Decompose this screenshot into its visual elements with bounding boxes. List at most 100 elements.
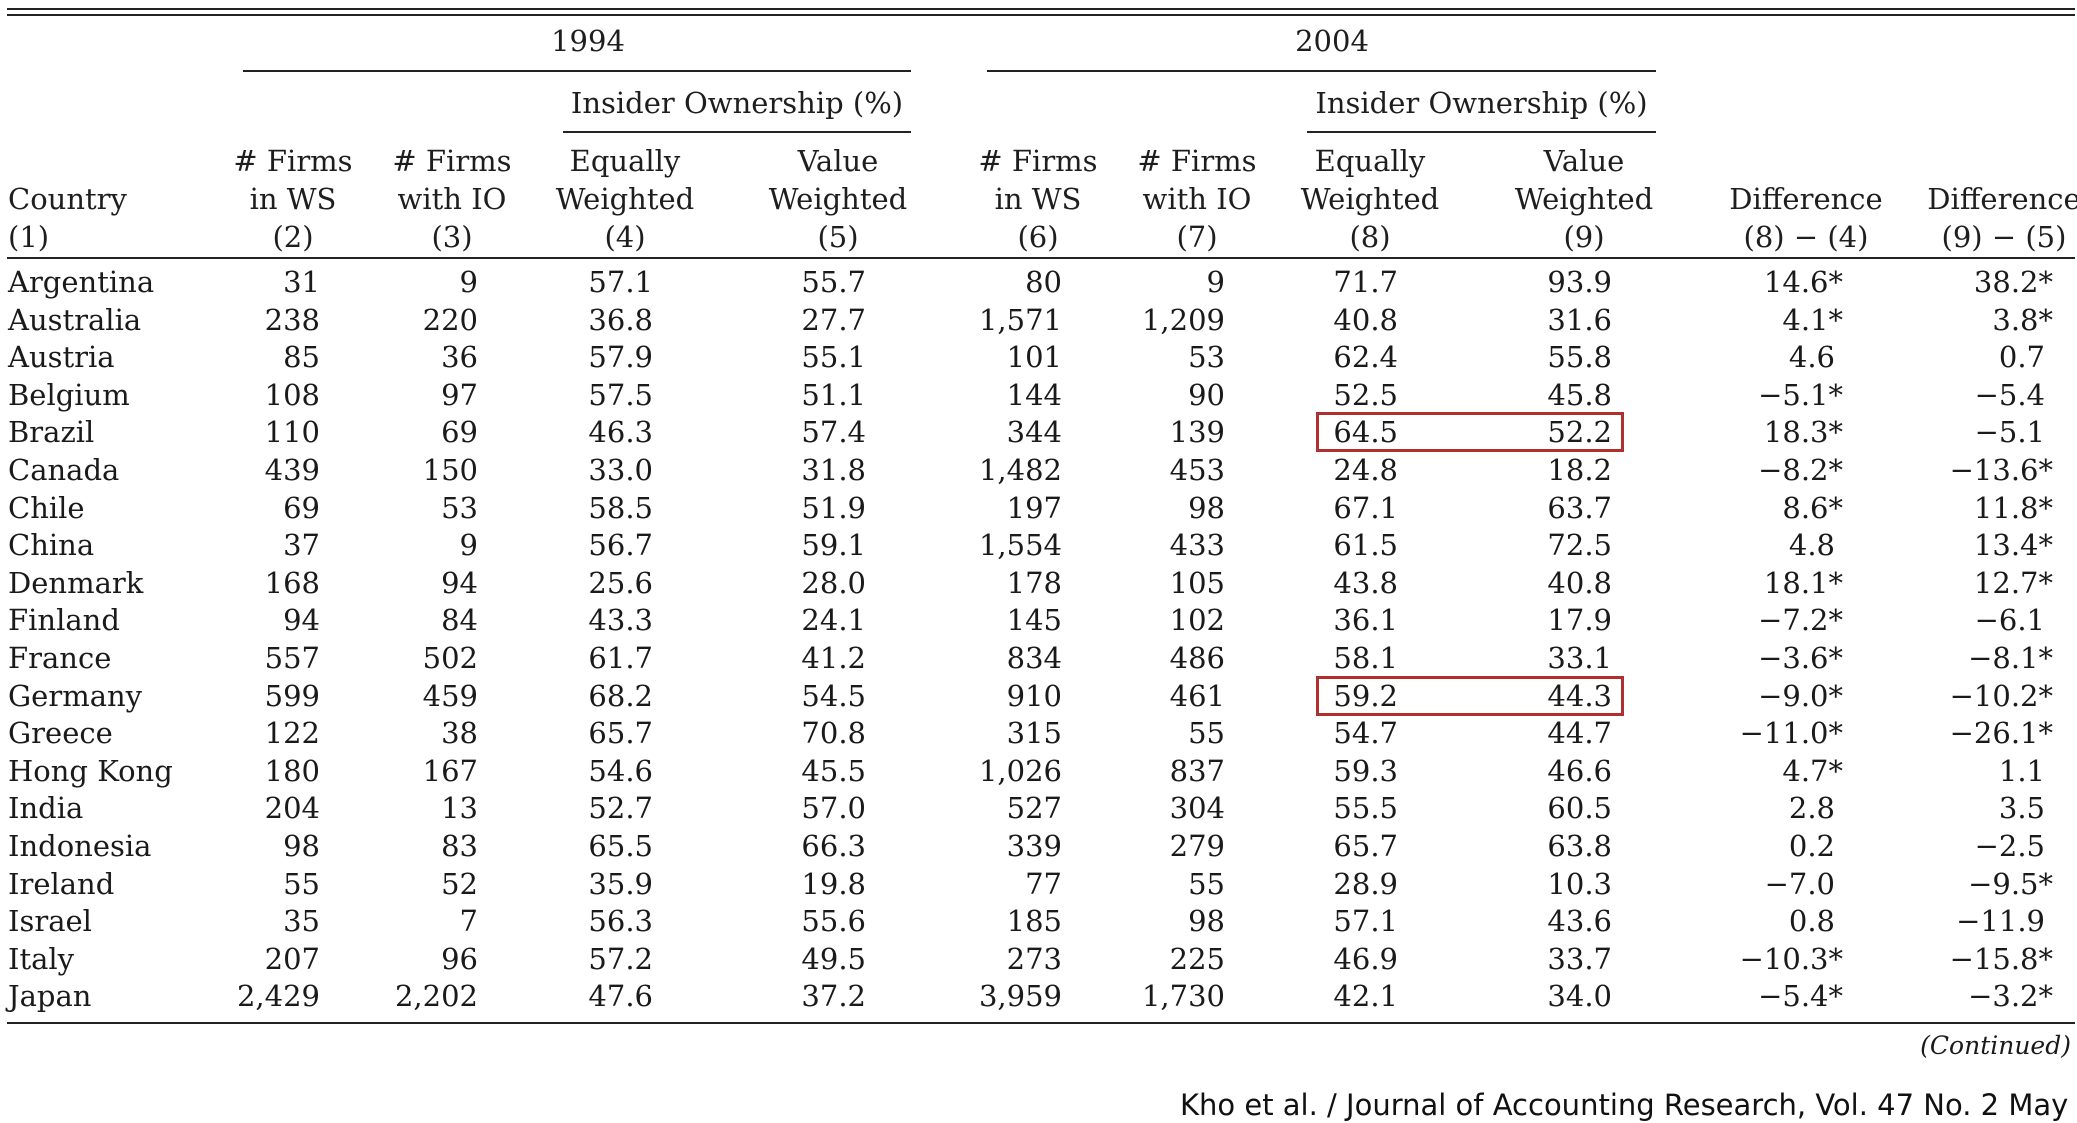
value-cell: 25.6: [588, 565, 653, 600]
value-cell: 49.5: [801, 941, 866, 976]
value-cell: −10.3*: [1739, 941, 1843, 976]
value-cell: 33.7: [1547, 941, 1612, 976]
value-cell: 502: [422, 641, 478, 675]
column-header-10: Difference (8) − (4): [1696, 142, 1916, 256]
value-cell: 55.7: [801, 265, 866, 299]
column-header-10-l2: Difference: [1729, 182, 1883, 216]
column-header-7-l1: # Firms: [1137, 144, 1257, 178]
value-cell: 36.1: [1333, 603, 1398, 638]
period-label-1994: 1994: [551, 24, 625, 58]
column-header-5-l2: Weighted: [768, 182, 908, 216]
value-cell: 7: [459, 904, 478, 939]
value-cell: 0.8: [1788, 904, 1835, 939]
group-underline-2004: [1307, 131, 1656, 133]
value-cell: 46.3: [588, 415, 653, 450]
value-cell: 178: [1006, 565, 1062, 600]
column-header-4-l3: (4): [604, 220, 646, 254]
column-header-8: Equally Weighted (8): [1260, 142, 1480, 256]
value-cell: 102: [1169, 603, 1225, 638]
value-cell: 1.1: [1998, 753, 2045, 788]
value-cell: −7.0: [1764, 866, 1835, 901]
table-row: Indonesia 98 83 65.5 66.3 339 279 65.7 63.8 0.2 −2…: [0, 827, 2077, 865]
value-cell: 62.4: [1333, 340, 1398, 375]
value-cell: 4.7*: [1782, 753, 1843, 788]
period-underline-2004: [987, 70, 1656, 72]
value-cell: 3,959: [978, 979, 1062, 1014]
table-row: China 37 9 56.7 59.1 1,554 433 61.5 72.5 4.8 13.4*: [0, 526, 2077, 564]
country-cell: France: [8, 641, 112, 675]
value-cell: 344: [1006, 415, 1062, 450]
country-cell: Hong Kong: [8, 753, 173, 788]
value-cell: 37.2: [801, 979, 866, 1014]
column-header-9-l2: Weighted: [1514, 182, 1654, 216]
value-cell: 31.8: [801, 453, 866, 487]
country-cell: Canada: [8, 453, 120, 487]
column-header-3-l1: # Firms: [392, 144, 512, 178]
value-cell: 45.8: [1547, 377, 1612, 412]
value-cell: 145: [1006, 603, 1062, 638]
value-cell: −15.8*: [1949, 941, 2053, 976]
value-cell: 77: [1025, 866, 1062, 901]
value-cell: 9: [459, 528, 478, 563]
value-cell: 41.2: [801, 641, 866, 675]
value-cell: 19.8: [801, 866, 866, 901]
country-cell: Denmark: [8, 565, 144, 600]
value-cell: 61.5: [1333, 528, 1398, 563]
value-cell: 18.2: [1547, 453, 1612, 487]
value-cell: 834: [1006, 641, 1062, 675]
column-header-5-l3: (5): [817, 220, 859, 254]
table-row: Argentina 31 9 57.1 55.7 80 9 71.7 93.9 14.6* 38.2…: [0, 263, 2077, 301]
column-header-8-l1: Equally: [1314, 144, 1426, 178]
value-cell: −9.5*: [1968, 866, 2053, 901]
value-cell: 486: [1169, 641, 1225, 675]
value-cell: 1,730: [1141, 979, 1225, 1014]
value-cell: 33.0: [588, 453, 653, 487]
value-cell: 53: [441, 490, 478, 525]
value-cell: 207: [264, 941, 320, 976]
value-cell: 101: [1006, 340, 1062, 375]
value-cell: 122: [264, 716, 320, 751]
group-underline-1994: [563, 131, 911, 133]
value-cell: 2,202: [394, 979, 478, 1014]
column-header-3-l3: (3): [431, 220, 473, 254]
highlight-box: [1316, 412, 1624, 453]
table-row: Japan 2,429 2,202 47.6 37.2 3,959 1,730 42.1 34.…: [0, 977, 2077, 1015]
country-cell: Belgium: [8, 377, 130, 412]
value-cell: 55: [283, 866, 320, 901]
value-cell: 57.2: [588, 941, 653, 976]
value-cell: 9: [1206, 265, 1225, 299]
value-cell: 204: [264, 791, 320, 826]
value-cell: 43.3: [588, 603, 653, 638]
value-cell: 24.1: [801, 603, 866, 638]
value-cell: 98: [1188, 490, 1225, 525]
column-header-4-l1: Equally: [569, 144, 681, 178]
column-header-8-l2: Weighted: [1300, 182, 1440, 216]
table-row: Italy 207 96 57.2 49.5 273 225 46.9 33.7 −10.3* −1…: [0, 940, 2077, 978]
value-cell: 18.3*: [1763, 415, 1843, 450]
value-cell: −5.1: [1974, 415, 2045, 450]
value-cell: 1,482: [978, 453, 1062, 487]
value-cell: 45.5: [801, 753, 866, 788]
top-rule-inner: [7, 14, 2075, 16]
value-cell: 94: [441, 565, 478, 600]
highlight-box: [1316, 675, 1624, 716]
value-cell: −3.6*: [1758, 641, 1843, 675]
header-rule: [7, 257, 2075, 259]
value-cell: 10.3: [1547, 866, 1612, 901]
value-cell: 57.5: [588, 377, 653, 412]
value-cell: 57.1: [588, 265, 653, 299]
value-cell: 13: [441, 791, 478, 826]
value-cell: 9: [459, 265, 478, 299]
value-cell: 54.7: [1333, 716, 1398, 751]
value-cell: 17.9: [1547, 603, 1612, 638]
value-cell: −9.0*: [1758, 678, 1843, 713]
table-row: Chile 69 53 58.5 51.9 197 98 67.1 63.7 8.6* 11.8*: [0, 489, 2077, 527]
value-cell: 3.8*: [1992, 302, 2053, 337]
value-cell: 24.8: [1333, 453, 1398, 487]
value-cell: 69: [283, 490, 320, 525]
value-cell: 2,429: [236, 979, 320, 1014]
value-cell: 110: [264, 415, 320, 450]
value-cell: −5.4*: [1758, 979, 1843, 1014]
value-cell: −26.1*: [1949, 716, 2053, 751]
value-cell: 168: [264, 565, 320, 600]
